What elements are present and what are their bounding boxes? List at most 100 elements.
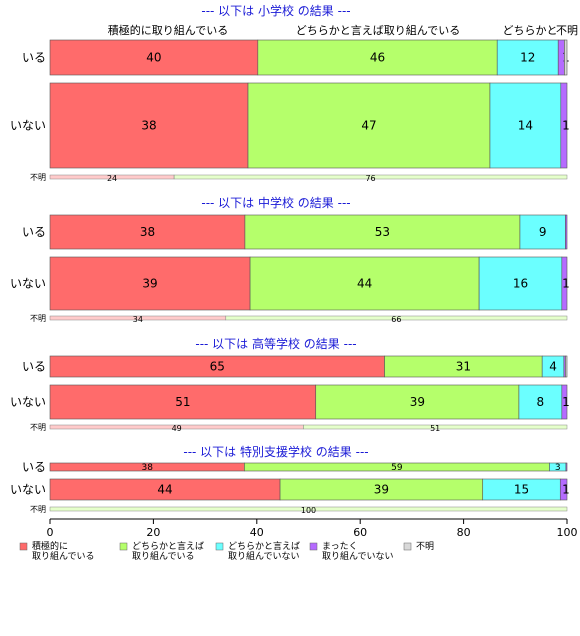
data-label: 51 bbox=[430, 424, 440, 433]
data-label: 39 bbox=[142, 277, 157, 291]
legend-label: 不明 bbox=[416, 541, 434, 552]
column-header: 不明 bbox=[556, 24, 578, 37]
bar-segment bbox=[565, 214, 568, 250]
x-tick-label: 60 bbox=[353, 526, 367, 539]
data-label: 39 bbox=[410, 395, 425, 409]
bar-segment bbox=[49, 256, 251, 311]
legend-label: どちらかと言えば bbox=[132, 540, 204, 552]
data-label: 1 bbox=[562, 483, 570, 497]
row-label: 不明 bbox=[30, 423, 46, 432]
column-header: 積極的に取り組んでいる bbox=[108, 23, 228, 37]
data-label: 66 bbox=[391, 315, 401, 324]
section-title: --- 以下は 高等学校 の結果 --- bbox=[195, 336, 356, 351]
data-label: 24 bbox=[107, 174, 117, 183]
bar-segment bbox=[49, 82, 249, 169]
row-label: 不明 bbox=[30, 505, 46, 514]
bar-segment bbox=[49, 384, 317, 420]
data-label: 49 bbox=[172, 424, 182, 433]
data-label: 3 bbox=[555, 463, 561, 473]
x-tick-label: 0 bbox=[47, 526, 54, 539]
legend-swatch bbox=[119, 542, 128, 551]
section: --- 以下は 中学校 の結果 --- いる 38 53 9 いない 39 44 16 1 不明 34… bbox=[10, 195, 570, 324]
data-label: 31 bbox=[456, 360, 471, 374]
data-label: 34 bbox=[133, 315, 143, 324]
bar-segment bbox=[561, 256, 568, 311]
bar-segment bbox=[315, 384, 520, 420]
legend-swatch bbox=[403, 542, 412, 551]
bar-segment bbox=[249, 256, 480, 311]
x-axis: 0 20 40 60 80 100 bbox=[47, 518, 578, 539]
legend-swatch bbox=[19, 542, 28, 551]
legend-label: 取り組んでいない bbox=[322, 550, 394, 562]
data-label: 40 bbox=[146, 51, 161, 65]
column-header: どちらかと bbox=[503, 24, 558, 37]
data-label: 47 bbox=[361, 119, 376, 133]
bar-segment bbox=[518, 384, 563, 420]
row-label: いない bbox=[10, 483, 46, 497]
bar-segment bbox=[257, 39, 498, 76]
row-label: いる bbox=[22, 51, 46, 65]
legend-label: 取り組んでいる bbox=[32, 550, 95, 562]
row-label: いない bbox=[10, 277, 46, 291]
legend-label: まったく bbox=[322, 541, 358, 552]
bar-segment bbox=[489, 82, 562, 169]
x-tick-label: 20 bbox=[146, 526, 160, 539]
section-title: --- 以下は 特別支援学校 の結果 --- bbox=[183, 444, 368, 459]
data-label: 46 bbox=[370, 51, 385, 65]
section: --- 以下は 小学校 の結果 ---いる4046121いない3847141不明… bbox=[10, 3, 570, 183]
data-label: 65 bbox=[210, 360, 225, 374]
bar-segment bbox=[244, 214, 521, 250]
row-label: いない bbox=[10, 119, 46, 133]
x-tick-label: 80 bbox=[457, 526, 471, 539]
data-label: 39 bbox=[374, 483, 389, 497]
data-label: 8 bbox=[537, 395, 545, 409]
data-label: 15 bbox=[514, 483, 529, 497]
legend: 積極的に取り組んでいるどちらかと言えば取り組んでいるどちらかと言えば取り組んでい… bbox=[19, 540, 434, 562]
data-label: 1 bbox=[562, 119, 570, 133]
bar-segment bbox=[561, 384, 568, 420]
bar-segment bbox=[173, 174, 568, 180]
data-label: 1 bbox=[562, 277, 570, 291]
data-label: 53 bbox=[375, 225, 390, 239]
bar-segment bbox=[49, 506, 568, 512]
data-label: 76 bbox=[365, 174, 375, 183]
bar-segment bbox=[303, 424, 568, 430]
legend-label: 取り組んでいる bbox=[132, 550, 195, 562]
data-label: 14 bbox=[518, 119, 533, 133]
legend-swatch bbox=[215, 542, 224, 551]
legend-label: 取り組んでいない bbox=[228, 550, 300, 562]
legend-item: 積極的に取り組んでいる bbox=[19, 540, 95, 562]
legend-item: どちらかと言えば取り組んでいる bbox=[119, 540, 204, 562]
bar-segment bbox=[560, 82, 568, 169]
row-label: 不明 bbox=[30, 173, 46, 182]
row-label: いる bbox=[22, 225, 46, 239]
row-label: 不明 bbox=[30, 314, 46, 323]
bar-segment bbox=[225, 315, 568, 321]
bar-segment bbox=[519, 214, 566, 250]
section: --- 以下は 特別支援学校 の結果 --- いる 38 59 3 いない 44 39 15 1 不… bbox=[10, 444, 570, 515]
data-label: 9 bbox=[539, 225, 547, 239]
section-title: --- 以下は 中学校 の結果 --- bbox=[201, 195, 350, 210]
data-label: 38 bbox=[140, 225, 155, 239]
bar-segment bbox=[564, 39, 568, 76]
data-label: 4 bbox=[549, 360, 557, 374]
data-label: 44 bbox=[157, 483, 172, 497]
legend-swatch bbox=[309, 542, 318, 551]
data-label: 59 bbox=[391, 463, 403, 473]
data-label: 12 bbox=[520, 51, 535, 65]
bar-segment bbox=[49, 39, 259, 76]
x-tick-label: 40 bbox=[250, 526, 264, 539]
bar-segment bbox=[559, 478, 568, 501]
row-label: いない bbox=[10, 395, 46, 409]
column-header: どちらかと言えば取り組んでいる bbox=[296, 24, 460, 37]
section: --- 以下は 高等学校 の結果 --- いる 65 31 4 いない 51 39 8 1 不明 49… bbox=[10, 336, 570, 433]
data-label: 16 bbox=[513, 277, 528, 291]
bar-segment bbox=[565, 462, 568, 472]
bar-segment bbox=[478, 256, 563, 311]
x-tick-label: 100 bbox=[557, 526, 578, 539]
chart-sections: --- 以下は 小学校 の結果 ---いる4046121いない3847141不明… bbox=[10, 3, 570, 515]
data-label: 1 bbox=[562, 395, 570, 409]
